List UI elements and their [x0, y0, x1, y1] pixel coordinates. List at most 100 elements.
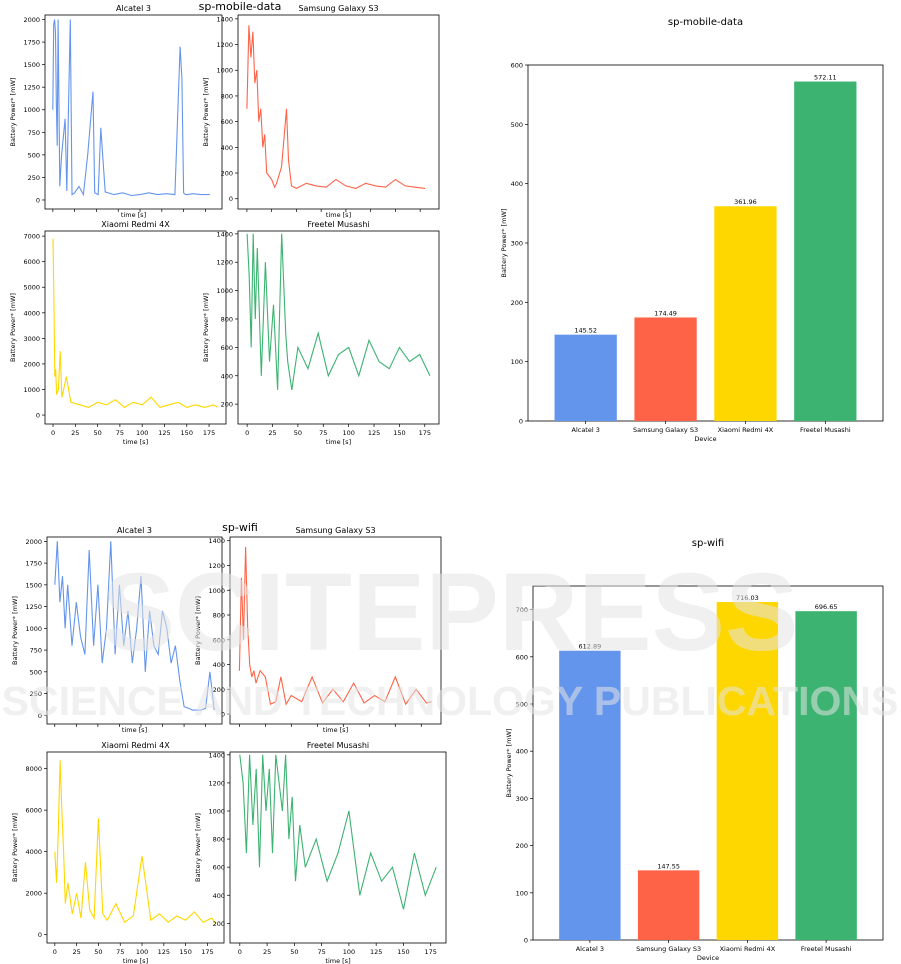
- x-tick-label: 150: [181, 429, 193, 437]
- y-tick-label: 750: [30, 647, 42, 655]
- y-tick-label: 0: [36, 412, 40, 420]
- x-tick-label: 175: [201, 948, 213, 956]
- y-tick-label: 1400: [216, 15, 233, 23]
- x-axis-label: time [s]: [325, 957, 350, 964]
- bar-value-label: 147.55: [657, 862, 680, 870]
- y-tick-label: 200: [213, 920, 225, 928]
- x-axis-label: time [s]: [121, 211, 146, 219]
- x-tick-label: Samsung Galaxy S3: [636, 945, 701, 953]
- x-tick-label: 25: [71, 429, 79, 437]
- series-line: [52, 238, 219, 409]
- y-tick-label: 250: [30, 690, 42, 698]
- series-line: [54, 760, 217, 925]
- y-axis-label: Battery Power* [mW]: [11, 813, 19, 882]
- chart-panel-1: Samsung Galaxy S3 0 200 400 600 800 1000 1200 14…: [202, 4, 440, 219]
- x-axis-label: time [s]: [323, 726, 348, 734]
- x-tick-label: 25: [268, 429, 276, 437]
- y-tick-label: 200: [221, 401, 233, 409]
- y-tick-label: 1750: [23, 39, 40, 47]
- y-tick-label: 8000: [25, 765, 42, 773]
- y-tick-label: 2000: [25, 890, 42, 898]
- subplot-title: Samsung Galaxy S3: [298, 4, 378, 13]
- x-tick-label: 100: [342, 429, 354, 437]
- y-tick-label: 400: [213, 892, 225, 900]
- chart-panel-8: Freetel Musashi 200 400 600 800 1000 1200 1400 0…: [194, 741, 447, 964]
- x-tick-label: Xiaomi Redmi 4X: [718, 426, 774, 434]
- y-tick-label: 2000: [23, 360, 40, 368]
- y-tick-label: 1200: [216, 41, 233, 49]
- y-tick-label: 800: [213, 836, 225, 844]
- y-axis-label: Battery Power* [mW]: [194, 596, 202, 665]
- x-tick-label: 25: [263, 948, 271, 956]
- y-tick-label: 300: [511, 240, 523, 248]
- chart-title: sp-mobile-data: [668, 17, 743, 28]
- y-tick-label: 100: [516, 889, 528, 897]
- y-tick-label: 1000: [23, 106, 40, 114]
- subplot-title: Samsung Galaxy S3: [295, 526, 375, 535]
- y-tick-label: 200: [221, 170, 233, 178]
- bar-value-label: 174.49: [654, 309, 677, 317]
- y-tick-label: 400: [213, 661, 225, 669]
- x-tick-label: 75: [116, 429, 124, 437]
- plot-frame: [229, 751, 447, 944]
- y-tick-label: 6000: [25, 807, 42, 815]
- y-tick-label: 1750: [25, 560, 42, 568]
- y-tick-label: 200: [511, 299, 523, 307]
- y-tick-label: 250: [28, 174, 40, 182]
- y-tick-label: 1000: [216, 287, 233, 295]
- plot-frame: [44, 14, 223, 210]
- x-axis-label: Device: [697, 954, 719, 962]
- x-tick-label: 150: [179, 948, 191, 956]
- x-tick-label: 75: [317, 948, 325, 956]
- x-tick-label: Alcatel 3: [576, 945, 604, 953]
- y-tick-label: 600: [213, 636, 225, 644]
- chart-title: sp-wifi: [692, 538, 724, 549]
- y-tick-label: 400: [511, 180, 523, 188]
- x-tick-label: 25: [73, 948, 81, 956]
- x-axis-label: time [s]: [123, 957, 148, 964]
- bar-value-label: 716.03: [736, 594, 759, 602]
- x-tick-label: 75: [319, 429, 327, 437]
- chart-panel-0: sp-mobile-data Alcatel 3 0 250 500 750 1000 125…: [9, 0, 281, 219]
- y-tick-label: 800: [221, 92, 233, 100]
- chart-panel-5: sp-wifi Alcatel 3 0 250 500 750 1000 1250 1500 17…: [11, 521, 258, 734]
- y-tick-label: 0: [519, 418, 523, 426]
- x-tick-label: 0: [245, 429, 249, 437]
- bar: [716, 602, 779, 940]
- x-tick-label: 75: [116, 948, 124, 956]
- x-tick-label: 175: [425, 948, 437, 956]
- y-tick-label: 300: [516, 795, 528, 803]
- y-tick-label: 1500: [23, 61, 40, 69]
- figure-suptitle: sp-wifi: [222, 521, 258, 534]
- x-axis-label: time [s]: [123, 438, 148, 446]
- y-axis-label: Battery Power* [mW]: [500, 209, 508, 278]
- x-tick-label: 175: [203, 429, 215, 437]
- y-tick-label: 1250: [25, 603, 42, 611]
- bar-value-label: 361.96: [734, 198, 757, 206]
- chart-panel-6: Samsung Galaxy S3 0 200 400 600 800 1000 1200 14…: [194, 526, 442, 734]
- x-tick-label: 50: [290, 948, 298, 956]
- y-tick-label: 750: [28, 129, 40, 137]
- y-tick-label: 1000: [208, 587, 225, 595]
- y-tick-label: 6000: [23, 258, 40, 266]
- x-tick-label: 50: [294, 429, 302, 437]
- y-tick-label: 1250: [23, 84, 40, 92]
- y-tick-label: 200: [516, 842, 528, 850]
- plot-frame: [46, 751, 225, 944]
- bar-value-label: 696.65: [815, 603, 838, 611]
- x-axis-label: Device: [694, 435, 716, 443]
- y-tick-label: 100: [511, 358, 523, 366]
- chart-panel-4: sp-mobile-data 145.52 Alcatel 3 174.49 Samsu…: [500, 17, 884, 443]
- y-tick-label: 400: [516, 748, 528, 756]
- bar: [559, 650, 621, 940]
- x-axis-label: time [s]: [326, 211, 351, 219]
- x-axis-label: time [s]: [122, 726, 147, 734]
- subplot-title: Xiaomi Redmi 4X: [101, 741, 170, 750]
- plot-frame: [237, 14, 440, 210]
- subplot-title: Alcatel 3: [117, 526, 152, 535]
- figure-suptitle: sp-mobile-data: [199, 0, 282, 13]
- x-tick-label: 150: [397, 948, 409, 956]
- y-tick-label: 1000: [25, 625, 42, 633]
- y-tick-label: 200: [213, 686, 225, 694]
- series-line: [239, 754, 437, 910]
